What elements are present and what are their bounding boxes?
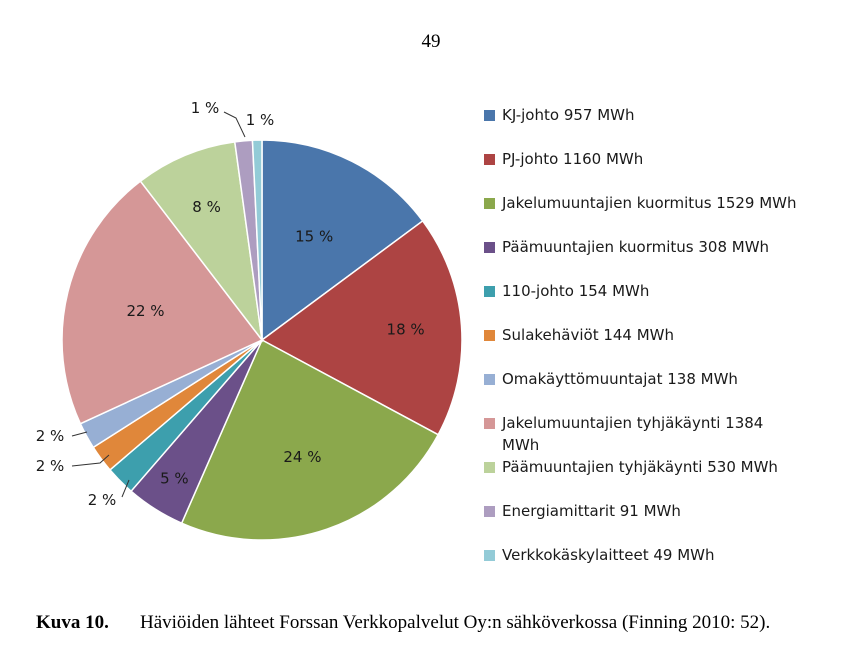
- figure-caption: Kuva 10. Häviöiden lähteet Forssan Verkk…: [36, 612, 836, 634]
- slice-percent-label: 2 %: [36, 427, 65, 445]
- slice-percent-label: 1 %: [191, 99, 220, 117]
- legend-item: Verkkokäskylaitteet 49 MWh: [484, 544, 844, 566]
- legend-item: Jakelumuuntajien kuormitus 1529 MWh: [484, 192, 844, 214]
- pie-slice: [261, 139, 424, 342]
- legend-label: Päämuuntajien kuormitus 308 MWh: [502, 238, 770, 256]
- pie-slice: [61, 180, 264, 425]
- legend-label: Päämuuntajien tyhjäkäynti 530 MWh: [502, 458, 778, 476]
- page-number: 49: [421, 31, 441, 52]
- legend-swatch: [484, 198, 495, 209]
- legend-label: Sulakehäviöt 144 MWh: [502, 326, 675, 344]
- leader-line: [223, 111, 246, 138]
- pie-slices: [61, 139, 463, 541]
- legend-item: Päämuuntajien tyhjäkäynti 530 MWh: [484, 456, 844, 478]
- legend-item: Energiamittarit 91 MWh: [484, 500, 844, 522]
- slice-percent-label: 2 %: [88, 491, 117, 509]
- legend-label: PJ-johto 1160 MWh: [502, 150, 644, 168]
- legend-item: Jakelumuuntajien tyhjäkäynti 1384 MWh: [484, 412, 844, 456]
- legend-label: KJ-johto 957 MWh: [502, 106, 635, 124]
- leader-lines: [71, 111, 246, 498]
- legend-swatch: [484, 242, 495, 253]
- slice-percent-label: 2 %: [36, 457, 65, 475]
- slice-labels: 15 % 18 % 24 % 5 % 2 % 2 % 2 % 22 % 8 % 1 % 1 %: [36, 99, 425, 509]
- legend-item: KJ-johto 957 MWh: [484, 104, 844, 126]
- pie-slice: [260, 219, 463, 436]
- legend-label: Verkkokäskylaitteet 49 MWh: [502, 546, 715, 564]
- pie-slice: [251, 139, 263, 341]
- slice-percent-label: 8 %: [192, 198, 221, 216]
- legend-label: 110-johto 154 MWh: [502, 282, 650, 300]
- legend-item: Omakäyttömuuntajat 138 MWh: [484, 368, 844, 390]
- legend-item: Päämuuntajien kuormitus 308 MWh: [484, 236, 844, 258]
- legend-label: Energiamittarit 91 MWh: [502, 502, 681, 520]
- legend-item: PJ-johto 1160 MWh: [484, 148, 844, 170]
- caption-text: Häviöiden lähteet Forssan Verkkopalvelut…: [140, 612, 771, 633]
- legend-swatch: [484, 550, 495, 561]
- slice-percent-label: 15 %: [295, 227, 333, 245]
- legend-swatch: [484, 154, 495, 165]
- leader-line: [71, 431, 88, 437]
- leader-line: [71, 454, 110, 467]
- slice-percent-label: 18 %: [387, 321, 425, 339]
- slice-percent-label: 22 %: [126, 302, 164, 320]
- legend-swatch: [484, 418, 495, 429]
- legend-item: Sulakehäviöt 144 MWh: [484, 324, 844, 346]
- caption-number: Kuva 10.: [36, 612, 109, 633]
- pie-slice: [139, 141, 264, 343]
- legend-label: Jakelumuuntajien tyhjäkäynti 1384 MWh: [502, 414, 764, 454]
- legend-swatch: [484, 462, 495, 473]
- legend-swatch: [484, 374, 495, 385]
- legend-item: 110-johto 154 MWh: [484, 280, 844, 302]
- slice-percent-label: 1 %: [246, 111, 275, 129]
- legend-swatch: [484, 506, 495, 517]
- pie-chart: 15 % 18 % 24 % 5 % 2 % 2 % 2 % 22 % 8 % 1 % 1 %: [36, 99, 463, 541]
- legend-label: Omakäyttömuuntajat 138 MWh: [502, 370, 738, 388]
- legend-swatch: [484, 286, 495, 297]
- slice-percent-label: 24 %: [283, 448, 321, 466]
- legend-swatch: [484, 110, 495, 121]
- pie-slice: [180, 338, 440, 541]
- slice-percent-label: 5 %: [160, 470, 189, 488]
- leader-line: [121, 479, 130, 498]
- legend-swatch: [484, 330, 495, 341]
- legend-label: Jakelumuuntajien kuormitus 1529 MWh: [502, 194, 797, 212]
